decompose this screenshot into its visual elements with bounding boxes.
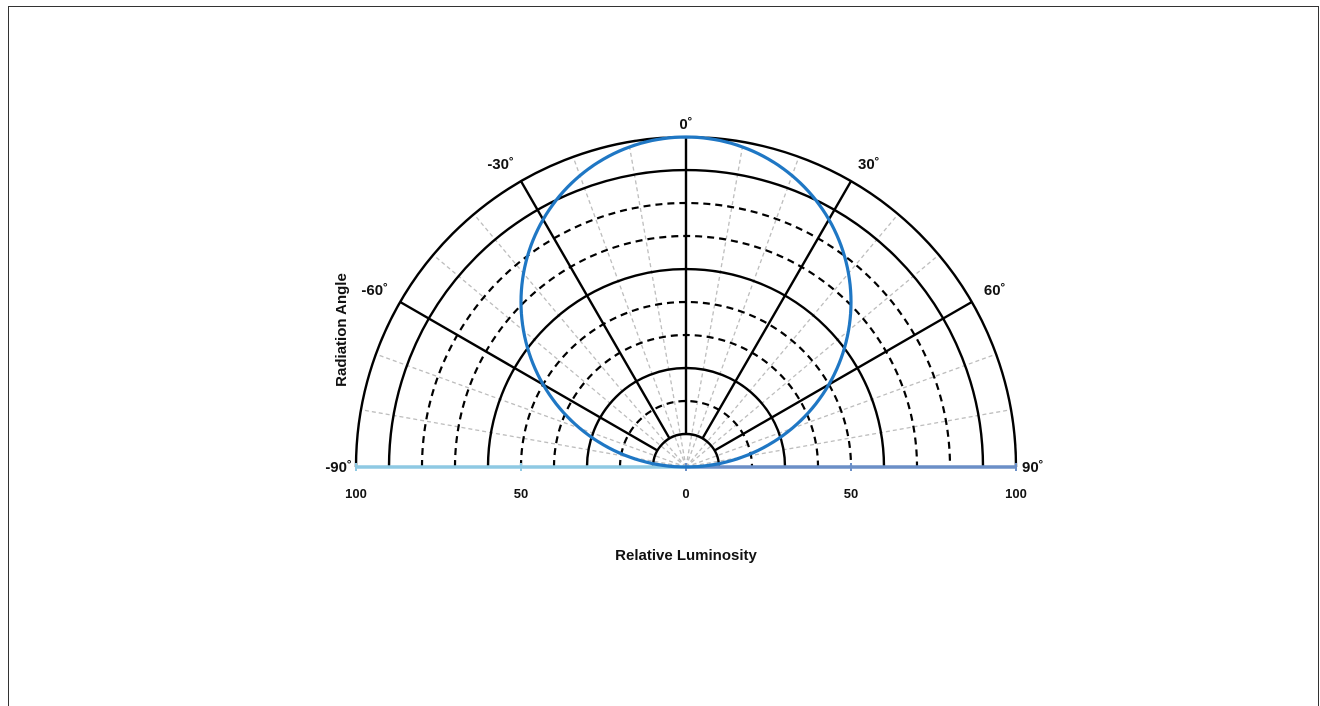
major-spoke: [519, 180, 671, 440]
radial-tick-labels: 100 50 0 50 100: [345, 486, 1027, 501]
minor-spoke: [473, 213, 687, 468]
minor-spoke: [685, 254, 940, 468]
angle-tick-label: 30˚: [858, 156, 880, 173]
dashed-ring: [519, 300, 853, 468]
minor-spoke: [572, 156, 687, 468]
angle-spokes: [399, 137, 973, 452]
minor-spoke: [685, 156, 800, 468]
major-spoke: [713, 300, 973, 452]
radial-tick-label: 50: [514, 486, 528, 501]
y-axis-label: Radiation Angle: [333, 273, 350, 387]
angle-tick-label: 0˚: [679, 116, 692, 133]
radial-tick-label: 100: [1005, 486, 1027, 501]
minor-spoke: [685, 141, 744, 468]
angle-tick-label: 90˚: [1022, 459, 1044, 476]
radial-tick-label: 100: [345, 486, 367, 501]
angle-tick-labels: -90˚ -60˚ -30˚ 0˚ 30˚ 60˚ 90˚: [325, 116, 1043, 476]
x-axis-label: Relative Luminosity: [615, 547, 757, 564]
angle-tick-label: -60˚: [361, 282, 388, 299]
dashed-ring: [618, 399, 754, 468]
angle-tick-label: 60˚: [984, 282, 1006, 299]
series-layer: [519, 135, 853, 469]
chart-frame: [8, 6, 1319, 706]
series-curve: [519, 135, 853, 469]
radial-tick-label: 50: [844, 486, 858, 501]
angle-tick-label: -30˚: [487, 156, 514, 173]
angle-tick-label: -90˚: [325, 459, 352, 476]
major-spoke: [399, 300, 659, 452]
radial-tick-label: 0: [682, 486, 689, 501]
major-spoke: [701, 180, 853, 440]
minor-spoke: [375, 353, 687, 468]
minor-spoke: [432, 254, 687, 468]
minor-spoke: [685, 409, 1012, 468]
